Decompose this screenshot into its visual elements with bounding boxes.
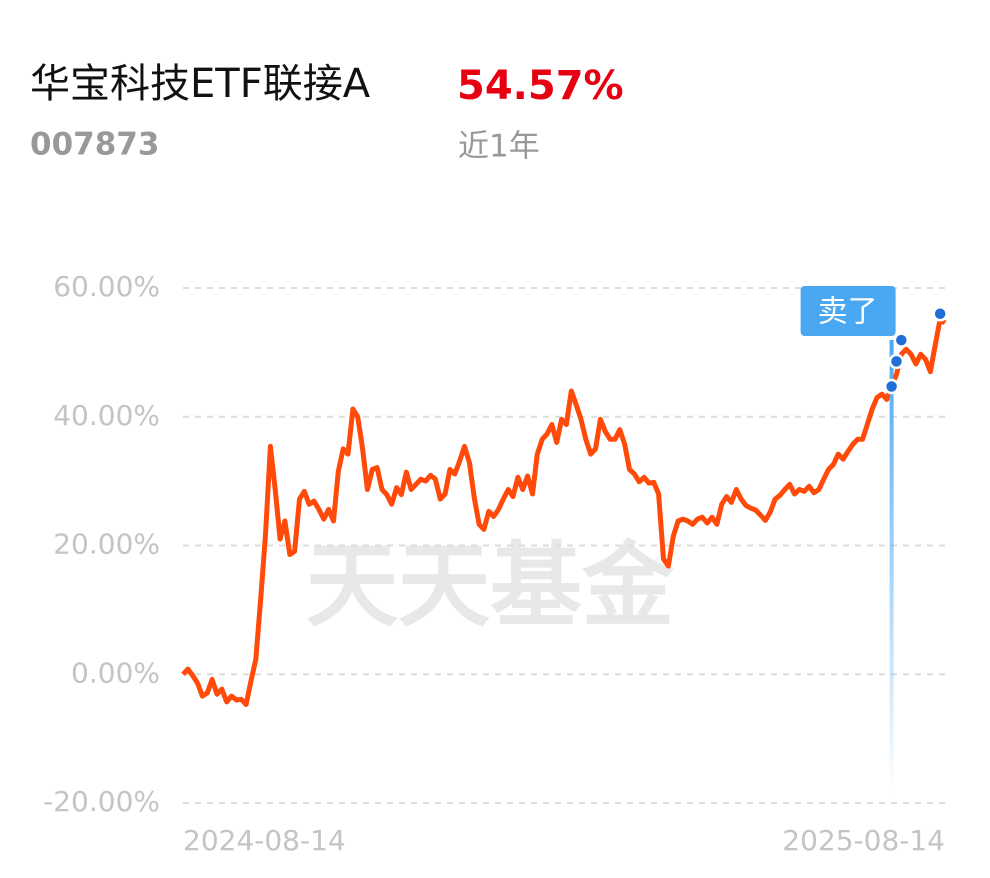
trade-marker xyxy=(893,332,910,348)
fund-code: 007873 xyxy=(30,127,159,163)
trade-marker xyxy=(888,353,905,370)
fund-name: 华宝科技ETF联接A xyxy=(30,61,371,107)
x-tick-label: 2024-08-14 xyxy=(183,824,346,857)
y-tick-label: 0.00% xyxy=(71,656,160,689)
annotation-box xyxy=(800,286,896,336)
watermark: 天天基金 xyxy=(306,532,675,639)
trade-marker xyxy=(883,378,900,395)
y-tick-label: -20.00% xyxy=(43,785,160,818)
y-tick-label: 40.00% xyxy=(53,399,160,432)
annotation-text: 卖了 xyxy=(818,295,878,330)
y-tick-label: 20.00% xyxy=(53,528,160,561)
x-tick-label: 2025-08-14 xyxy=(782,824,945,857)
y-tick-label: 60.00% xyxy=(53,270,160,303)
annotation-line xyxy=(889,340,894,795)
line xyxy=(181,317,947,707)
return: 54.57% xyxy=(457,63,624,109)
period: 近1年 xyxy=(458,129,540,165)
trade-marker xyxy=(932,306,948,322)
